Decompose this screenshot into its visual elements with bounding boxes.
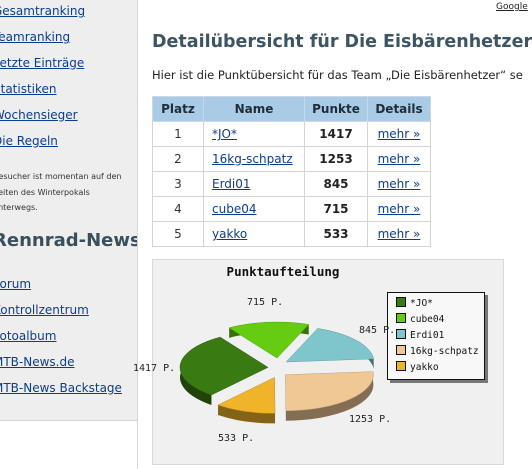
table-header-row: Platz Name Punkte Details	[152, 96, 431, 122]
slice-value-label: 533 P.	[218, 433, 255, 444]
table-row: 5 yakko 533 mehr »	[152, 221, 431, 247]
column-header-details: Details	[367, 96, 431, 122]
points-cell: 715	[304, 196, 368, 222]
legend-label: Erdi01	[410, 330, 445, 341]
sidebar-link-forum[interactable]: Forum	[0, 277, 32, 291]
name-cell: cube04	[203, 196, 305, 222]
pie-slice-top	[285, 371, 374, 411]
online-info-line: Seiten des Winterpokals	[0, 187, 90, 197]
details-cell: mehr »	[367, 146, 431, 172]
team-ranking-table: Platz Name Punkte Details 1 *JO* 1417 me…	[152, 96, 431, 247]
slice-value-label: 1253 P.	[349, 414, 392, 425]
rank-cell: 3	[152, 171, 204, 197]
legend-swatch	[396, 313, 406, 323]
details-cell: mehr »	[367, 221, 431, 247]
details-link[interactable]: mehr »	[377, 127, 421, 141]
pie-slice-3	[285, 371, 374, 421]
online-info-line: Besucher ist momentan auf den	[0, 172, 122, 181]
member-link[interactable]: *JO*	[212, 127, 237, 141]
legend-item: Erdi01	[396, 329, 444, 341]
name-cell: yakko	[203, 221, 305, 247]
slice-value-label: 1417 P.	[133, 363, 176, 374]
pie-slice-1	[228, 321, 310, 359]
sidebar-link-letzte-eintraege[interactable]: Letzte Einträge	[0, 56, 85, 70]
legend-swatch	[396, 361, 406, 371]
legend-swatch	[396, 297, 406, 307]
intro-text: Hier ist die Punktübersicht für das Team…	[152, 68, 523, 82]
sidebar: Gesamtranking Teamranking Letzte Einträg…	[0, 0, 138, 469]
page-title: Detailübersicht für Die Eisbärenhetzer	[152, 32, 532, 52]
legend-item: 16kg-schpatz	[396, 345, 479, 357]
online-info: Besucher ist momentan auf den Seiten des…	[0, 169, 133, 216]
member-link[interactable]: Erdi01	[212, 177, 251, 191]
member-link[interactable]: 16kg-schpatz	[212, 152, 293, 166]
rank-cell: 5	[152, 221, 204, 247]
legend-item: *JO*	[396, 297, 433, 309]
details-cell: mehr »	[367, 171, 431, 197]
points-cell: 533	[304, 221, 368, 247]
sidebar-link-statistiken[interactable]: Statistiken	[0, 82, 57, 96]
name-cell: Erdi01	[203, 171, 305, 197]
rank-cell: 1	[152, 121, 204, 147]
table-row: 2 16kg-schpatz 1253 mehr »	[152, 146, 431, 172]
details-link[interactable]: mehr »	[377, 202, 421, 216]
main-content: Google Detailübersicht für Die Eisbärenh…	[133, 0, 532, 469]
points-cell: 845	[304, 171, 368, 197]
sidebar-link-fotoalbum[interactable]: Fotoalbum	[0, 329, 57, 343]
pie-slice-2	[285, 328, 374, 369]
name-cell: 16kg-schpatz	[203, 146, 305, 172]
sidebar-link-gesamtranking[interactable]: Gesamtranking	[0, 4, 86, 18]
legend-label: 16kg-schpatz	[410, 346, 479, 357]
slice-value-label: 845 P.	[359, 325, 396, 336]
slice-value-label: 715 P.	[247, 297, 284, 308]
chart-title: Punktaufteilung	[226, 264, 340, 279]
legend-item: yakko	[396, 361, 439, 373]
sidebar-link-wochensieger[interactable]: Wochensieger	[0, 108, 78, 122]
sidebar-section-title: Rennrad-News	[0, 230, 138, 251]
sidebar-link-teamranking[interactable]: Teamranking	[0, 30, 71, 44]
pie-slice-top	[228, 321, 310, 359]
name-cell: *JO*	[203, 121, 305, 147]
details-cell: mehr »	[367, 196, 431, 222]
pie-slice-top	[179, 336, 269, 396]
column-header-name: Name	[203, 96, 305, 122]
sidebar-link-regeln[interactable]: Die Regeln	[0, 134, 58, 148]
points-pie-chart: Punktaufteilung *JO* cube04 Erdi01 16kg-…	[133, 259, 504, 465]
member-link[interactable]: cube04	[212, 202, 257, 216]
pie-chart-svg	[179, 321, 374, 424]
table-row: 1 *JO* 1417 mehr »	[152, 121, 431, 147]
points-cell: 1253	[304, 146, 368, 172]
details-cell: mehr »	[367, 121, 431, 147]
details-link[interactable]: mehr »	[377, 152, 421, 166]
table-row: 3 Erdi01 845 mehr »	[152, 171, 431, 197]
member-link[interactable]: yakko	[212, 227, 248, 241]
pie-slice-4	[217, 377, 276, 424]
sidebar-footer-area	[0, 420, 137, 469]
pie-slice-0	[179, 336, 269, 405]
rank-cell: 4	[152, 196, 204, 222]
details-link[interactable]: mehr »	[377, 177, 421, 191]
pie-slice-top	[217, 377, 276, 414]
chart-legend: *JO* cube04 Erdi01 16kg-schpatz yakko	[387, 292, 485, 380]
column-header-platz: Platz	[152, 96, 204, 122]
google-link[interactable]: Google	[496, 2, 528, 12]
sidebar-link-kontrollzentrum[interactable]: Kontrollzentrum	[0, 303, 89, 317]
sidebar-link-mtb-news[interactable]: MTB-News.de	[0, 355, 75, 369]
details-link[interactable]: mehr »	[377, 227, 421, 241]
legend-label: *JO*	[410, 298, 433, 309]
legend-swatch	[396, 345, 406, 355]
sidebar-link-mtb-backstage[interactable]: MTB-News Backstage	[0, 381, 122, 395]
column-header-punkte: Punkte	[304, 96, 368, 122]
legend-swatch	[396, 329, 406, 339]
legend-label: yakko	[410, 362, 439, 373]
legend-label: cube04	[410, 314, 445, 325]
pie-slice-side	[218, 404, 276, 424]
online-info-line: unterwegs.	[0, 203, 38, 212]
table-row: 4 cube04 715 mehr »	[152, 196, 431, 222]
pie-slice-side	[285, 371, 374, 421]
rank-cell: 2	[152, 146, 204, 172]
legend-item: cube04	[396, 313, 444, 325]
pie-slice-top	[285, 328, 374, 363]
points-cell: 1417	[304, 121, 368, 147]
